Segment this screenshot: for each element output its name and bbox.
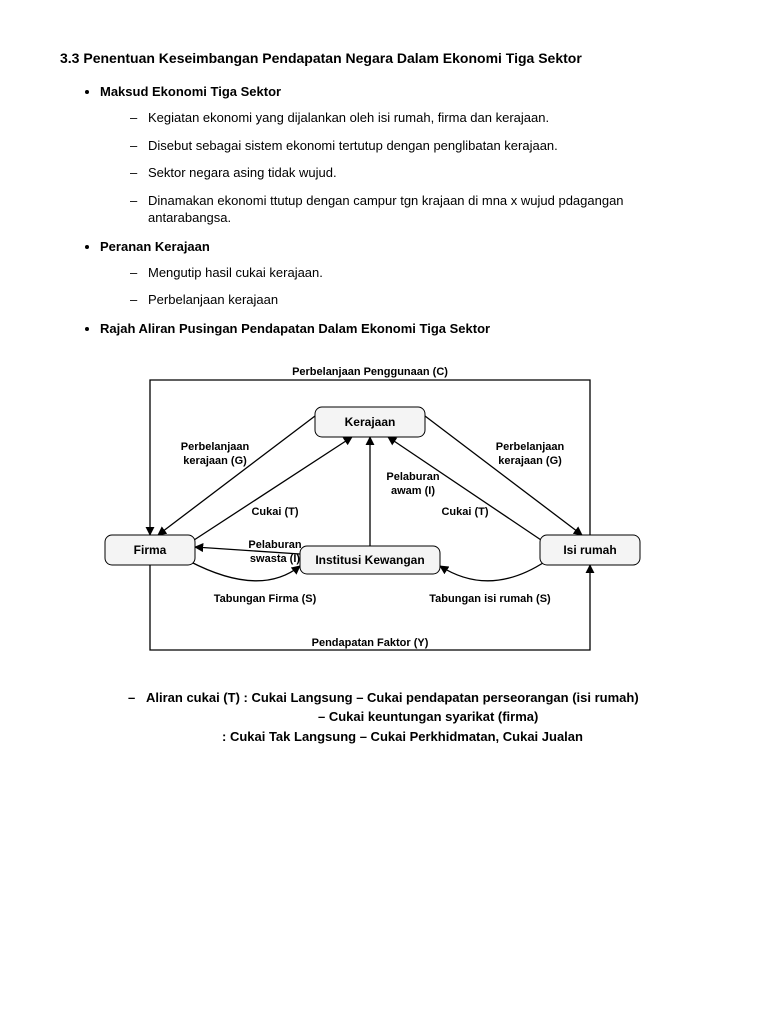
section-title: Maksud Ekonomi Tiga Sektor bbox=[100, 84, 281, 99]
circular-flow-diagram: Perbelanjaan Penggunaan (C) Perbelanjaan k… bbox=[60, 350, 708, 680]
svg-text:Pendapatan Faktor (Y): Pendapatan Faktor (Y) bbox=[312, 637, 429, 649]
svg-text:kerajaan (G): kerajaan (G) bbox=[498, 455, 562, 467]
svg-text:Tabungan isi rumah (S): Tabungan isi rumah (S) bbox=[429, 593, 551, 605]
section-rajah: Rajah Aliran Pusingan Pendapatan Dalam E… bbox=[100, 321, 708, 336]
svg-text:Perbelanjaan Penggunaan (C): Perbelanjaan Penggunaan (C) bbox=[292, 366, 448, 378]
svg-text:Perbelanjaan: Perbelanjaan bbox=[496, 441, 565, 453]
list-item: Perbelanjaan kerajaan bbox=[130, 291, 708, 309]
svg-text:Pelaburan: Pelaburan bbox=[248, 539, 301, 551]
tax-line-2: – Cukai keuntungan syarikat (firma) bbox=[128, 707, 708, 727]
page-title: 3.3 Penentuan Keseimbangan Pendapatan Ne… bbox=[60, 50, 708, 66]
tax-notes: Aliran cukai (T) : Cukai Langsung – Cuka… bbox=[60, 688, 708, 747]
bullet-list: Maksud Ekonomi Tiga Sektor Kegiatan ekon… bbox=[60, 84, 708, 336]
svg-text:Kerajaan: Kerajaan bbox=[345, 415, 396, 429]
section-title: Peranan Kerajaan bbox=[100, 239, 210, 254]
svg-text:awam (I): awam (I) bbox=[391, 485, 435, 497]
svg-text:kerajaan (G): kerajaan (G) bbox=[183, 455, 247, 467]
svg-text:Isi rumah: Isi rumah bbox=[563, 543, 616, 557]
section-title: Rajah Aliran Pusingan Pendapatan Dalam E… bbox=[100, 321, 490, 336]
svg-text:Cukai (T): Cukai (T) bbox=[441, 506, 488, 518]
svg-text:Institusi Kewangan: Institusi Kewangan bbox=[315, 553, 424, 567]
section-maksud: Maksud Ekonomi Tiga Sektor Kegiatan ekon… bbox=[100, 84, 708, 227]
dash-list: Mengutip hasil cukai kerajaan. Perbelanj… bbox=[100, 264, 708, 309]
tax-line-3: : Cukai Tak Langsung – Cukai Perkhidmata… bbox=[128, 727, 708, 747]
svg-text:swasta (I): swasta (I) bbox=[250, 553, 300, 565]
list-item: Mengutip hasil cukai kerajaan. bbox=[130, 264, 708, 282]
flow-svg: Perbelanjaan Penggunaan (C) Perbelanjaan k… bbox=[60, 350, 680, 680]
list-item: Sektor negara asing tidak wujud. bbox=[130, 164, 708, 182]
tax-line-1: Aliran cukai (T) : Cukai Langsung – Cuka… bbox=[128, 688, 708, 708]
dash-list: Kegiatan ekonomi yang dijalankan oleh is… bbox=[100, 109, 708, 227]
list-item: Kegiatan ekonomi yang dijalankan oleh is… bbox=[130, 109, 708, 127]
svg-text:Firma: Firma bbox=[134, 543, 167, 557]
svg-text:Cukai (T): Cukai (T) bbox=[251, 506, 298, 518]
list-item: Dinamakan ekonomi ttutup dengan campur t… bbox=[130, 192, 708, 227]
svg-text:Pelaburan: Pelaburan bbox=[386, 471, 439, 483]
section-peranan: Peranan Kerajaan Mengutip hasil cukai ke… bbox=[100, 239, 708, 309]
svg-text:Tabungan Firma (S): Tabungan Firma (S) bbox=[214, 593, 317, 605]
list-item: Disebut sebagai sistem ekonomi tertutup … bbox=[130, 137, 708, 155]
svg-text:Perbelanjaan: Perbelanjaan bbox=[181, 441, 250, 453]
